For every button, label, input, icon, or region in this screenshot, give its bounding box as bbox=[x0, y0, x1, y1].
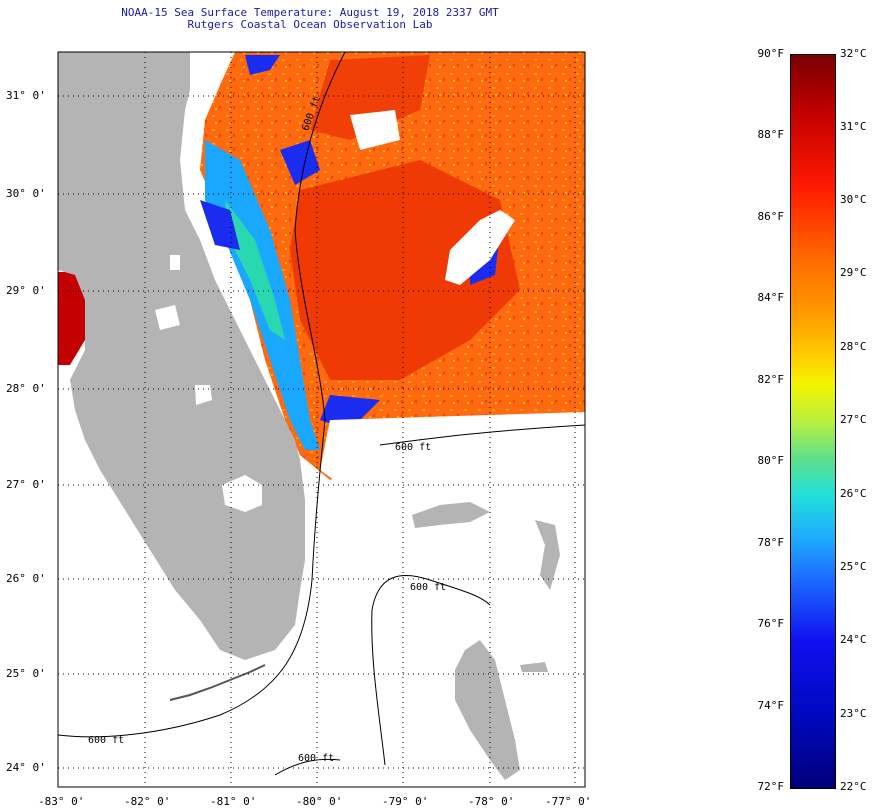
depth-contour-600ft bbox=[274, 758, 341, 776]
fahrenheit-tick: 90°F bbox=[757, 47, 785, 60]
map-title: NOAA-15 Sea Surface Temperature: August … bbox=[121, 6, 499, 19]
lat-label: 24° 0' bbox=[6, 761, 46, 774]
map-frame bbox=[57, 51, 586, 788]
sst-cold-patch bbox=[200, 200, 240, 250]
lon-label: -79° 0' bbox=[382, 795, 429, 808]
sst-cold-patch bbox=[245, 55, 280, 75]
lake-okeechobee bbox=[222, 475, 262, 512]
temperature-colorbar bbox=[790, 54, 836, 789]
fahrenheit-tick: 82°F bbox=[757, 373, 785, 386]
lat-label: 30° 0' bbox=[6, 187, 46, 200]
lon-label: -80° 0' bbox=[296, 795, 343, 808]
sst-hot-core-north bbox=[310, 55, 430, 140]
sst-cyan-coastal bbox=[225, 200, 285, 340]
depth-contour-600ft bbox=[379, 424, 585, 446]
contour-label: 600 ft bbox=[298, 753, 334, 764]
berry-islands bbox=[520, 662, 548, 672]
celsius-tick: 28°C bbox=[840, 340, 867, 353]
fahrenheit-tick: 74°F bbox=[757, 699, 785, 712]
inland-lake bbox=[170, 255, 180, 270]
celsius-tick: 31°C bbox=[840, 120, 867, 133]
cloud-patch bbox=[320, 412, 585, 488]
lat-label: 28° 0' bbox=[6, 382, 46, 395]
depth-contour-600ft bbox=[371, 574, 491, 766]
celsius-tick: 30°C bbox=[840, 193, 867, 206]
lon-label: -82° 0' bbox=[124, 795, 171, 808]
map-subtitle: Rutgers Coastal Ocean Observation Lab bbox=[187, 18, 433, 31]
inland-lake bbox=[155, 305, 180, 330]
lat-label: 27° 0' bbox=[6, 478, 46, 491]
sst-gulf-hot bbox=[58, 272, 85, 365]
fahrenheit-tick: 72°F bbox=[757, 780, 785, 793]
sst-hot-core bbox=[290, 160, 520, 380]
celsius-tick: 32°C bbox=[840, 47, 867, 60]
grand-bahama bbox=[412, 502, 490, 528]
celsius-tick: 23°C bbox=[840, 707, 867, 720]
lon-label: -81° 0' bbox=[210, 795, 257, 808]
celsius-tick: 27°C bbox=[840, 413, 867, 426]
fahrenheit-tick: 78°F bbox=[757, 536, 785, 549]
cloud-patch bbox=[445, 210, 515, 285]
celsius-tick: 24°C bbox=[840, 633, 867, 646]
lat-label: 26° 0' bbox=[6, 572, 46, 585]
celsius-tick: 22°C bbox=[840, 780, 867, 793]
celsius-tick: 29°C bbox=[840, 266, 867, 279]
fahrenheit-tick: 86°F bbox=[757, 210, 785, 223]
lon-label: -83° 0' bbox=[38, 795, 85, 808]
cloud-patch bbox=[350, 110, 400, 150]
lat-label: 31° 0' bbox=[6, 89, 46, 102]
contour-label: 600 ft bbox=[395, 442, 431, 453]
andros bbox=[455, 640, 520, 780]
florida-keys bbox=[169, 664, 266, 701]
cloud-patch bbox=[190, 52, 235, 140]
celsius-tick: 26°C bbox=[840, 487, 867, 500]
inland-lake bbox=[195, 385, 212, 405]
fahrenheit-tick: 88°F bbox=[757, 128, 785, 141]
fahrenheit-tick: 76°F bbox=[757, 617, 785, 630]
depth-contour-600ft bbox=[58, 52, 346, 738]
fahrenheit-tick: 84°F bbox=[757, 291, 785, 304]
contour-label: 600 ft bbox=[88, 735, 124, 746]
abaco bbox=[535, 520, 560, 590]
fahrenheit-tick: 80°F bbox=[757, 454, 785, 467]
celsius-tick: 25°C bbox=[840, 560, 867, 573]
lon-label: -77° 0' bbox=[545, 795, 592, 808]
lat-label: 25° 0' bbox=[6, 667, 46, 680]
contour-label: 600 ft bbox=[410, 582, 446, 593]
sst-cold-patch bbox=[280, 140, 320, 185]
lon-label: -78° 0' bbox=[468, 795, 515, 808]
lat-label: 29° 0' bbox=[6, 284, 46, 297]
